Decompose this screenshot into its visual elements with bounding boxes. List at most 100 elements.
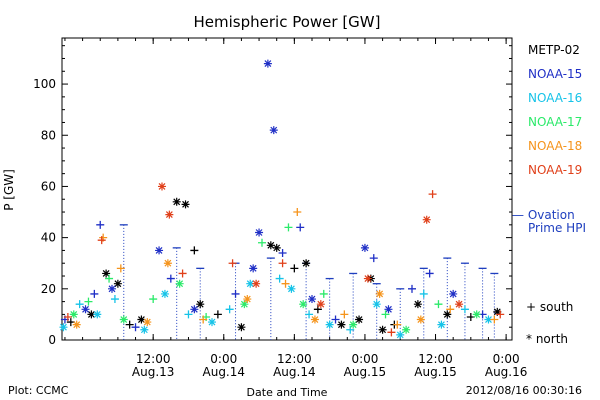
data-point-north (310, 315, 319, 324)
data-point-south (340, 310, 349, 319)
data-point-south (381, 310, 390, 319)
data-point-south (190, 246, 199, 255)
data-point-north (172, 197, 181, 206)
legend-entry: NOAA-16 (528, 91, 582, 105)
data-point-south (369, 254, 378, 263)
data-point-south (199, 315, 208, 324)
x-tick-label-date: Aug.14 (273, 365, 316, 379)
data-point-south (296, 223, 305, 232)
data-point-north (455, 300, 464, 309)
data-point-south (125, 320, 134, 329)
data-point-north (484, 315, 493, 324)
data-point-north (237, 323, 246, 332)
x-tick-label-date: Aug.13 (132, 365, 175, 379)
data-point-north (72, 320, 81, 329)
data-point-south (105, 274, 114, 283)
data-point-south (166, 274, 175, 283)
y-axis-label: P [GW] (2, 169, 16, 211)
data-point-north (349, 320, 358, 329)
data-point-south (63, 312, 72, 321)
axis-ticks: 02040608010012:00Aug.130:00Aug.1412:00Au… (33, 38, 527, 379)
data-point-north (355, 315, 364, 324)
x-axis-label: Date and Time (247, 386, 328, 399)
data-point-north (181, 200, 190, 209)
y-tick-label: 80 (41, 128, 56, 142)
data-point-north (372, 300, 381, 309)
data-point-north (422, 215, 431, 224)
data-point-south (110, 295, 119, 304)
data-point-south (178, 269, 187, 278)
legend-ovation-line2: Prime HPI (528, 221, 586, 235)
data-point-north (208, 318, 216, 327)
data-point-north (437, 320, 446, 329)
legend-entry: METP-02 (528, 43, 580, 57)
data-point-north (140, 325, 149, 334)
data-point-south (305, 310, 314, 319)
data-point-north (308, 295, 316, 304)
data-point-south (225, 305, 234, 314)
y-tick-label: 0 (48, 333, 56, 347)
x-tick-label-time: 12:00 (277, 352, 312, 366)
x-tick-label-time: 0:00 (493, 352, 520, 366)
legend-entry: NOAA-15 (528, 67, 582, 81)
data-point-south (460, 305, 469, 314)
legend-south: + south (526, 300, 573, 314)
data-point-north (246, 279, 255, 288)
data-point-south (281, 279, 290, 288)
data-point-south (278, 248, 287, 257)
data-point-south (490, 315, 499, 324)
data-point-north (363, 274, 372, 283)
data-point-south (278, 259, 287, 268)
data-point-north (143, 318, 152, 327)
data-point-north (316, 300, 325, 309)
y-tick-label: 20 (41, 282, 56, 296)
data-point-south (258, 238, 266, 247)
data-point-north (384, 305, 393, 314)
data-point-south (428, 190, 437, 199)
data-point-north (255, 228, 264, 237)
data-point-south (331, 315, 340, 324)
data-point-north (93, 310, 102, 319)
data-point-north (337, 320, 346, 329)
data-point-south (149, 295, 158, 304)
data-point-north (396, 330, 405, 339)
data-point-south (496, 310, 505, 319)
legend-entry: NOAA-17 (528, 115, 582, 129)
y-tick-label: 40 (41, 231, 56, 245)
legend-entry: NOAA-19 (528, 163, 582, 177)
data-point-south (96, 220, 105, 229)
data-point-north (413, 300, 422, 309)
data-point-north (325, 320, 334, 329)
data-point-north (287, 284, 296, 293)
data-point-south (393, 320, 402, 329)
data-point-north (360, 243, 369, 252)
data-point-north (493, 307, 502, 316)
data-point-north (113, 279, 122, 288)
data-point-north (158, 182, 166, 191)
data-point-north (402, 325, 411, 334)
data-point-north (269, 126, 278, 135)
data-point-north (299, 300, 308, 309)
x-tick-label-time: 12:00 (418, 352, 453, 366)
data-point-north (155, 246, 164, 255)
data-point-north (165, 210, 174, 219)
data-point-south (290, 264, 299, 273)
x-tick-label-time: 0:00 (351, 352, 378, 366)
data-point-south (75, 300, 84, 309)
data-point-south (184, 310, 193, 319)
x-tick-label-time: 12:00 (136, 352, 171, 366)
data-point-north (302, 259, 311, 268)
data-point-north (449, 289, 458, 298)
data-point-north (87, 310, 96, 319)
data-point-south (275, 274, 284, 283)
data-point-north (69, 310, 78, 319)
data-point-south (387, 328, 396, 337)
data-point-north (272, 243, 281, 252)
legend-north: * north (526, 332, 568, 346)
data-point-south (319, 289, 328, 298)
data-point-north (378, 325, 387, 334)
data-point-south (97, 236, 106, 245)
data-point-north (243, 295, 252, 304)
legend: METP-02 NOAA-15 NOAA-16 NOAA-17 NOAA-18 NOAA-… (512, 43, 586, 346)
